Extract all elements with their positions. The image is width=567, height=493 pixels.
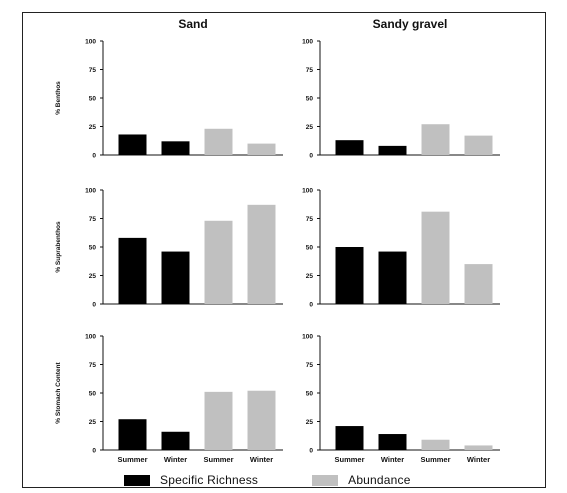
- chart-5-ytick-label-0: 0: [92, 448, 96, 455]
- legend-label-abundance: Abundance: [348, 473, 411, 487]
- chart-6-bar-richness-2: [378, 434, 407, 450]
- legend-item-abundance: Abundance: [312, 473, 411, 487]
- chart-1-ytick-label-2: 50: [89, 96, 97, 103]
- chart-3-ylabel: % Suprabenthos: [55, 221, 62, 273]
- chart-2-bar-richness-2: [378, 145, 407, 155]
- chart-2-ytick-label-3: 75: [306, 67, 314, 74]
- chart-2-ytick-label-1: 25: [306, 124, 314, 131]
- chart-4-ytick-label-3: 75: [306, 216, 314, 223]
- chart-1-bar-abundance-3: [204, 128, 233, 155]
- chart-6-ytick-label-1: 25: [306, 419, 314, 426]
- legend-label-richness: Specific Richness: [160, 473, 259, 487]
- chart-6-bar-richness-1: [335, 426, 364, 450]
- chart-3-ytick-label-2: 50: [89, 245, 97, 252]
- chart-5-ytick-label-3: 75: [89, 362, 97, 369]
- chart-5-bar-richness-2: [161, 431, 190, 450]
- chart-5-bar-abundance-4: [247, 390, 276, 450]
- chart-2-bar-richness-1: [335, 140, 364, 155]
- chart-5-bar-richness-1: [118, 419, 147, 450]
- chart-3-bar-richness-1: [118, 237, 147, 304]
- chart-1-ytick-label-1: 25: [89, 124, 97, 131]
- chart-4-ytick-label-1: 25: [306, 273, 314, 280]
- chart-3-ytick-label-3: 75: [89, 216, 97, 223]
- chart-5-xtick-label-2: Winter: [164, 455, 187, 464]
- chart-4-ytick-label-0: 0: [309, 302, 313, 309]
- chart-5-xtick-label-1: Summer: [117, 455, 147, 464]
- figure-frame: [22, 12, 546, 488]
- chart-6-xtick-label-1: Summer: [334, 455, 364, 464]
- chart-2-ytick-label-2: 50: [306, 96, 314, 103]
- chart-2-title: Sandy gravel: [373, 17, 448, 31]
- chart-5-ytick-label-2: 50: [89, 391, 97, 398]
- chart-2-ytick-label-4: 100: [302, 39, 313, 46]
- chart-1-ylabel: % Benthos: [55, 81, 62, 115]
- chart-2-bar-abundance-4: [464, 135, 493, 155]
- chart-5-ytick-label-1: 25: [89, 419, 97, 426]
- chart-4-ytick-label-2: 50: [306, 245, 314, 252]
- chart-6-bar-abundance-4: [464, 445, 493, 450]
- chart-1-ytick-label-0: 0: [92, 153, 96, 160]
- chart-6-ytick-label-0: 0: [309, 448, 313, 455]
- legend-swatch-richness: [124, 474, 150, 486]
- chart-6-xtick-label-2: Winter: [381, 455, 404, 464]
- chart-4-bar-abundance-3: [421, 211, 450, 304]
- chart-3-ytick-label-1: 25: [89, 273, 97, 280]
- chart-4-ytick-label-4: 100: [302, 188, 313, 195]
- legend-swatch-abundance: [312, 474, 339, 486]
- chart-6-bar-abundance-3: [421, 439, 450, 450]
- chart-6-xtick-label-3: Summer: [420, 455, 450, 464]
- chart-5-bar-abundance-3: [204, 391, 233, 450]
- chart-3-bar-abundance-4: [247, 204, 276, 304]
- chart-1-bar-abundance-4: [247, 143, 276, 155]
- chart-6-ytick-label-3: 75: [306, 362, 314, 369]
- chart-1-title: Sand: [178, 17, 207, 31]
- chart-1-ytick-label-4: 100: [85, 39, 96, 46]
- chart-4-bar-richness-2: [378, 251, 407, 304]
- chart-3-bar-abundance-3: [204, 220, 233, 304]
- chart-6-xtick-label-4: Winter: [467, 455, 490, 464]
- chart-3-ytick-label-4: 100: [85, 188, 96, 195]
- chart-6-ytick-label-4: 100: [302, 334, 313, 341]
- chart-5-xtick-label-4: Winter: [250, 455, 273, 464]
- chart-4-bar-richness-1: [335, 247, 364, 304]
- chart-3-bar-richness-2: [161, 251, 190, 304]
- chart-1-ytick-label-3: 75: [89, 67, 97, 74]
- chart-4-bar-abundance-4: [464, 264, 493, 304]
- legend: Specific Richness Abundance: [124, 472, 464, 488]
- chart-1-bar-richness-1: [118, 134, 147, 155]
- chart-2-ytick-label-0: 0: [309, 153, 313, 160]
- chart-5-ylabel: % Stomach Content: [55, 361, 62, 423]
- chart-2-bar-abundance-3: [421, 124, 450, 155]
- chart-1-bar-richness-2: [161, 141, 190, 155]
- legend-item-richness: Specific Richness: [124, 473, 258, 487]
- chart-6-ytick-label-2: 50: [306, 391, 314, 398]
- chart-5-xtick-label-3: Summer: [203, 455, 233, 464]
- chart-3-ytick-label-0: 0: [92, 302, 96, 309]
- chart-5-ytick-label-4: 100: [85, 334, 96, 341]
